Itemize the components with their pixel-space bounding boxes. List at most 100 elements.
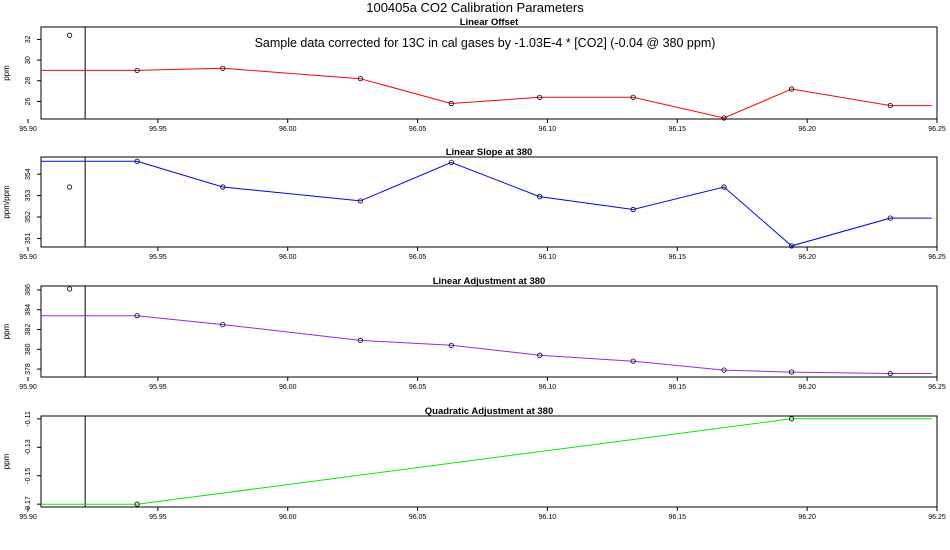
x-tick-label: 96.05 <box>409 384 427 391</box>
data-point <box>448 342 454 348</box>
x-tick-label: 96.20 <box>798 126 816 133</box>
data-point <box>721 367 727 373</box>
y-tick-label: 384 <box>25 304 32 316</box>
x-tick-label: 95.90 <box>19 514 37 521</box>
y-tick-label: 351 <box>25 232 32 244</box>
y-tick-label: 32 <box>25 35 32 43</box>
plot-frame <box>40 285 938 378</box>
x-tick-label: 96.00 <box>279 126 297 133</box>
y-tick-label: -0.13 <box>25 439 32 455</box>
panel-title: Quadratic Adjustment at 380 <box>425 406 553 417</box>
y-axis-label: ppm <box>2 323 11 339</box>
x-tick-label: 95.95 <box>149 514 167 521</box>
outlier-point <box>66 32 73 38</box>
data-point <box>887 370 893 377</box>
y-tick-label: 386 <box>25 284 32 296</box>
data-point <box>134 158 140 164</box>
data-point <box>357 337 364 344</box>
data-point <box>630 358 636 364</box>
series-line <box>41 160 932 247</box>
x-tick-label: 96.10 <box>539 254 557 261</box>
data-point <box>220 184 226 190</box>
panel-title: Linear Offset <box>460 17 519 28</box>
y-tick-label: 26 <box>25 97 32 105</box>
x-tick-label: 96.10 <box>539 126 557 133</box>
page-title: 100405a CO2 Calibration Parameters <box>366 0 584 15</box>
data-point <box>788 86 795 92</box>
data-point <box>448 100 454 107</box>
data-point <box>448 159 454 165</box>
data-point <box>357 198 364 204</box>
y-tick-label: 30 <box>25 56 32 64</box>
panel-1: Linear Offset ppm 95.90 95.95 96.00 96.05 96.1… <box>2 17 946 133</box>
panel-2: Linear Slope at 380 ppm/ppm 95.90 95.95 96.0… <box>2 147 946 261</box>
series-line <box>41 67 932 119</box>
x-tick-label: 96.25 <box>928 384 946 391</box>
data-point <box>537 352 543 358</box>
outlier-point <box>66 286 73 292</box>
y-tick-label: 353 <box>25 190 32 202</box>
panel-4: Quadratic Adjustment at 380 ppm 95.90 95.95… <box>2 406 946 521</box>
x-tick-label: 96.20 <box>798 384 816 391</box>
series-line <box>41 418 932 505</box>
data-point <box>887 102 893 109</box>
y-tick-label: 352 <box>25 211 32 223</box>
data-point <box>721 184 727 190</box>
x-tick-label: 95.95 <box>149 126 167 133</box>
y-tick-label: 378 <box>25 363 32 375</box>
x-tick-label: 96.10 <box>539 514 557 521</box>
x-tick-label: 96.00 <box>279 514 297 521</box>
y-tick-label: 382 <box>25 324 32 336</box>
data-point <box>887 215 893 221</box>
data-point <box>134 313 140 319</box>
x-tick-label: 96.05 <box>409 254 427 261</box>
data-point <box>788 416 795 422</box>
panel-title: Linear Slope at 380 <box>446 147 533 158</box>
data-point <box>721 115 727 121</box>
plot-frame <box>40 156 938 248</box>
x-tick-label: 96.20 <box>798 254 816 261</box>
data-point <box>630 94 636 100</box>
y-tick-label: -0.11 <box>25 411 32 427</box>
x-tick-label: 95.95 <box>149 254 167 261</box>
x-tick-label: 96.20 <box>798 514 816 521</box>
x-tick-label: 96.05 <box>409 126 427 133</box>
x-tick-label: 96.05 <box>409 514 427 521</box>
x-tick-label: 95.90 <box>19 384 37 391</box>
data-point <box>788 369 795 375</box>
y-axis-label: ppm <box>2 65 11 81</box>
x-tick-label: 96.25 <box>928 254 946 261</box>
x-tick-label: 96.25 <box>928 514 946 521</box>
data-point <box>134 67 140 74</box>
x-tick-label: 96.15 <box>669 126 687 133</box>
x-tick-label: 95.90 <box>19 126 37 133</box>
x-tick-label: 96.15 <box>669 514 687 521</box>
y-tick-label: 28 <box>25 77 32 85</box>
y-tick-label: -0.17 <box>25 496 32 512</box>
panel-title: Linear Adjustment at 380 <box>433 276 546 287</box>
data-point <box>220 65 226 71</box>
x-tick-label: 95.95 <box>149 384 167 391</box>
data-point <box>537 94 543 100</box>
panel-3: Linear Adjustment at 380 ppm 95.90 95.95 96.… <box>2 276 946 391</box>
x-tick-label: 96.15 <box>669 254 687 261</box>
data-point <box>220 321 226 328</box>
y-tick-label: -0.15 <box>25 468 32 484</box>
y-tick-label: 380 <box>25 343 32 355</box>
y-axis-label: ppm <box>2 453 11 469</box>
y-tick-label: 354 <box>25 168 32 180</box>
x-tick-label: 95.90 <box>19 254 37 261</box>
plot-frame <box>40 26 938 120</box>
x-tick-label: 96.15 <box>669 384 687 391</box>
data-point <box>537 194 543 200</box>
x-tick-label: 96.00 <box>279 384 297 391</box>
data-point <box>357 76 364 82</box>
y-axis-label: ppm/ppm <box>2 185 11 219</box>
data-point <box>630 206 636 213</box>
series-line <box>41 315 932 374</box>
x-tick-label: 96.00 <box>279 254 297 261</box>
data-point <box>788 243 795 249</box>
plot-frame <box>40 415 938 508</box>
x-tick-label: 96.25 <box>928 126 946 133</box>
